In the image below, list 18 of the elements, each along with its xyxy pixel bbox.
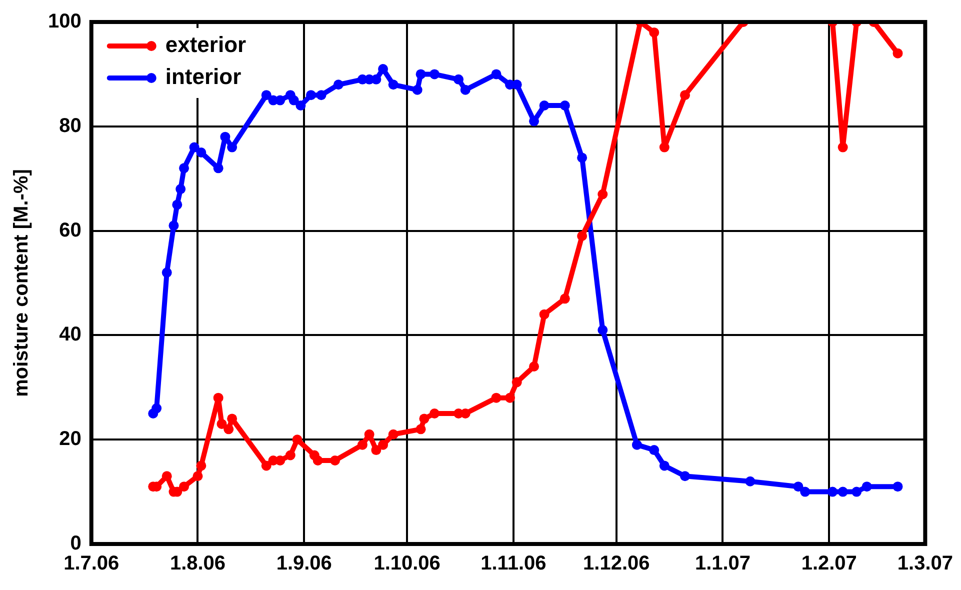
y-tick-label: 60 [59,219,82,242]
x-tick-label: 1.9.06 [276,552,332,575]
y-tick-label: 20 [59,428,82,450]
legend-label: interior [165,64,242,90]
y-tick-label: 80 [59,114,82,137]
y-tick-label: 40 [59,324,82,346]
x-tick-label: 1.8.06 [170,552,226,575]
y-tick-label: 100 [48,10,82,33]
x-tick-label: 1.1.07 [694,552,751,575]
x-tick-label: 1.10.06 [374,552,440,575]
x-tick-label: 1.12.06 [583,552,650,575]
x-tick-label: 1.11.06 [480,552,546,575]
legend-label: exterior [165,32,247,58]
y-tick-label: 0 [70,532,82,555]
x-tick-label: 1.3.07 [897,552,953,575]
y-axis-title: moisture content [M.-%] [10,169,33,397]
x-tick-label: 1.2.07 [801,552,857,575]
x-tick-label: 1.7.06 [64,552,120,575]
